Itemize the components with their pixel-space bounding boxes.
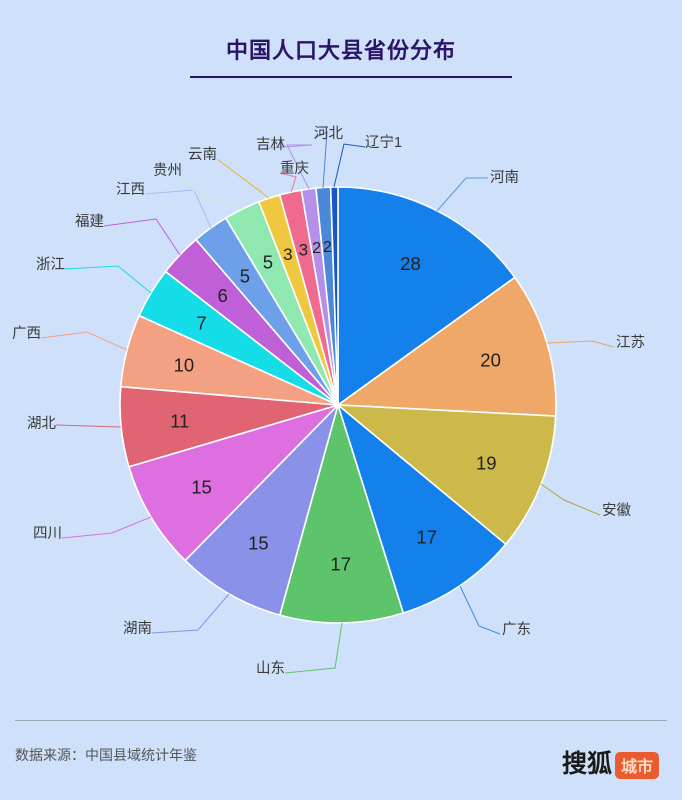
svg-text:2: 2 <box>323 239 332 256</box>
svg-text:河北: 河北 <box>314 125 343 142</box>
svg-text:安徽: 安徽 <box>602 502 631 519</box>
svg-text:7: 7 <box>196 313 206 334</box>
svg-text:3: 3 <box>299 241 308 260</box>
svg-text:11: 11 <box>170 411 189 432</box>
svg-text:湖南: 湖南 <box>123 620 152 637</box>
svg-text:3: 3 <box>283 245 292 264</box>
svg-text:6: 6 <box>218 285 228 306</box>
svg-text:28: 28 <box>400 253 421 274</box>
svg-text:吉林: 吉林 <box>256 136 285 153</box>
svg-text:19: 19 <box>476 452 497 473</box>
svg-text:2: 2 <box>312 240 321 257</box>
svg-text:15: 15 <box>191 476 212 497</box>
svg-text:浙江: 浙江 <box>36 256 65 273</box>
svg-text:广西: 广西 <box>12 325 41 342</box>
svg-text:5: 5 <box>263 252 273 273</box>
svg-text:20: 20 <box>480 349 501 370</box>
svg-text:辽宁1: 辽宁1 <box>365 134 402 151</box>
svg-text:10: 10 <box>174 355 195 376</box>
svg-text:山东: 山东 <box>256 660 285 677</box>
svg-text:17: 17 <box>416 527 437 548</box>
svg-text:贵州: 贵州 <box>153 162 182 179</box>
svg-text:15: 15 <box>248 532 269 553</box>
svg-text:湖北: 湖北 <box>27 415 56 432</box>
svg-text:云南: 云南 <box>188 146 217 163</box>
svg-text:重庆: 重庆 <box>280 160 309 177</box>
svg-text:江西: 江西 <box>116 181 145 198</box>
svg-text:5: 5 <box>240 265 250 286</box>
svg-text:四川: 四川 <box>33 526 62 542</box>
svg-text:江苏: 江苏 <box>616 334 645 351</box>
svg-text:福建: 福建 <box>75 213 104 230</box>
svg-text:河南: 河南 <box>490 169 519 186</box>
svg-text:17: 17 <box>330 554 351 575</box>
svg-text:广东: 广东 <box>502 621 531 638</box>
